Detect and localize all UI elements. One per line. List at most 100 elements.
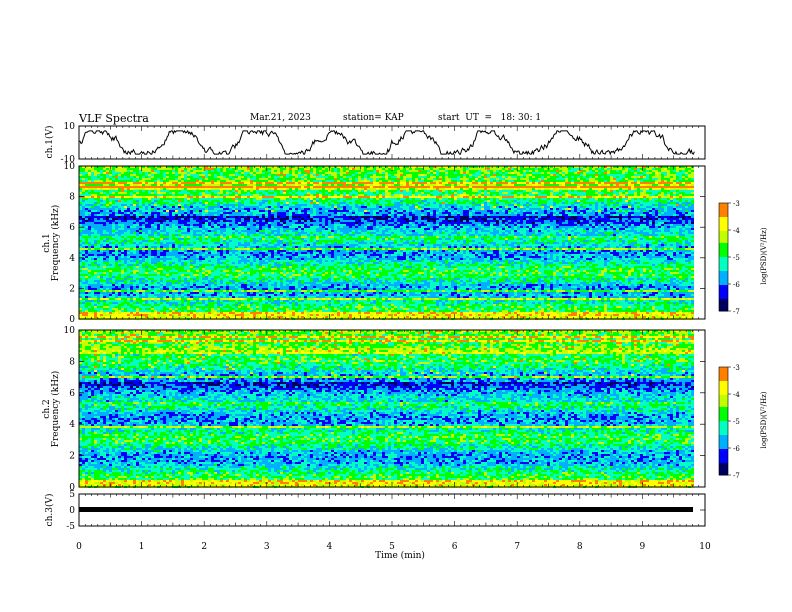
spec-cell bbox=[142, 172, 145, 174]
spec-cell bbox=[190, 194, 193, 196]
spec-cell bbox=[379, 172, 382, 174]
spec-cell bbox=[475, 174, 478, 176]
spec-cell bbox=[448, 178, 451, 180]
spec-cell bbox=[628, 182, 631, 184]
spec-cell bbox=[244, 200, 247, 202]
spec-cell bbox=[160, 196, 163, 198]
spec-cell bbox=[82, 180, 85, 182]
spec-cell bbox=[538, 200, 541, 202]
spec-cell bbox=[259, 176, 262, 178]
spec-cell bbox=[610, 192, 613, 194]
spec-cell bbox=[493, 174, 496, 176]
spec-cell bbox=[583, 194, 586, 196]
spec-cell bbox=[379, 188, 382, 190]
spec-cell bbox=[607, 196, 610, 198]
spec-cell bbox=[241, 186, 244, 188]
spec-cell bbox=[622, 176, 625, 178]
spec-cell bbox=[424, 184, 427, 186]
spec-cell bbox=[154, 180, 157, 182]
spec-cell bbox=[637, 194, 640, 196]
spec-cell bbox=[388, 176, 391, 178]
spec-cell bbox=[631, 192, 634, 194]
spec-cell bbox=[343, 174, 346, 176]
spec-cell bbox=[301, 182, 304, 184]
spec-cell bbox=[370, 172, 373, 174]
spec-cell bbox=[184, 176, 187, 178]
spec-cell bbox=[544, 192, 547, 194]
spec-cell bbox=[373, 200, 376, 202]
spec-cell bbox=[337, 176, 340, 178]
spec-cell bbox=[238, 182, 241, 184]
spec-cell bbox=[166, 178, 169, 180]
spec-cell bbox=[361, 174, 364, 176]
spec-cell bbox=[109, 184, 112, 186]
spec-cell bbox=[358, 184, 361, 186]
spec-cell bbox=[478, 176, 481, 178]
spec-cell bbox=[364, 180, 367, 182]
spec-cell bbox=[295, 188, 298, 190]
spec-cell bbox=[262, 196, 265, 198]
spec-cell bbox=[631, 174, 634, 176]
spec-cell bbox=[259, 184, 262, 186]
spec-cell bbox=[436, 200, 439, 202]
spec-cell bbox=[580, 176, 583, 178]
spec-cell bbox=[226, 184, 229, 186]
spec-cell bbox=[526, 190, 529, 192]
spec-cell bbox=[97, 188, 100, 190]
spec-cell bbox=[403, 188, 406, 190]
spec-cell bbox=[484, 196, 487, 198]
spec-cell bbox=[169, 184, 172, 186]
spec-cell bbox=[229, 178, 232, 180]
spec-cell bbox=[322, 176, 325, 178]
spec-cell bbox=[106, 172, 109, 174]
spec-cell bbox=[169, 200, 172, 202]
spec-cell bbox=[652, 168, 655, 170]
spec-cell bbox=[208, 170, 211, 172]
spec-cell bbox=[361, 170, 364, 172]
spec-cell bbox=[637, 174, 640, 176]
spec-cell bbox=[280, 186, 283, 188]
spec-cell bbox=[367, 184, 370, 186]
spec-cell bbox=[508, 190, 511, 192]
spec-cell bbox=[538, 170, 541, 172]
spec-cell bbox=[487, 190, 490, 192]
spec-cell bbox=[583, 200, 586, 202]
spec-cell bbox=[496, 168, 499, 170]
spec-cell bbox=[214, 176, 217, 178]
spec-cell bbox=[382, 194, 385, 196]
spec-cell bbox=[226, 186, 229, 188]
spec-cell bbox=[592, 180, 595, 182]
spec-cell bbox=[349, 176, 352, 178]
spec-cell bbox=[322, 180, 325, 182]
spec-cell bbox=[313, 192, 316, 194]
spec-cell bbox=[574, 178, 577, 180]
spec-cell bbox=[517, 172, 520, 174]
spec-cell bbox=[202, 194, 205, 196]
spec-cell bbox=[580, 194, 583, 196]
spec-cell bbox=[592, 172, 595, 174]
spec-cell bbox=[526, 184, 529, 186]
spec-cell bbox=[445, 168, 448, 170]
spec-cell bbox=[337, 194, 340, 196]
spec-cell bbox=[91, 188, 94, 190]
spec-cell bbox=[184, 178, 187, 180]
spec-cell bbox=[172, 174, 175, 176]
spec-cell bbox=[184, 188, 187, 190]
spec-cell bbox=[550, 186, 553, 188]
spec-cell bbox=[151, 184, 154, 186]
spec-cell bbox=[235, 190, 238, 192]
spec-cell bbox=[196, 184, 199, 186]
spec-cell bbox=[343, 194, 346, 196]
spec-cell bbox=[670, 168, 673, 170]
spec-cell bbox=[157, 194, 160, 196]
spec-cell bbox=[664, 178, 667, 180]
spec-cell bbox=[421, 182, 424, 184]
spec-cell bbox=[97, 176, 100, 178]
spec-cell bbox=[619, 168, 622, 170]
spec-cell bbox=[625, 190, 628, 192]
spec-cell bbox=[181, 186, 184, 188]
spec-cell bbox=[184, 194, 187, 196]
spec-cell bbox=[190, 188, 193, 190]
spec-cell bbox=[508, 194, 511, 196]
spec-cell bbox=[355, 174, 358, 176]
